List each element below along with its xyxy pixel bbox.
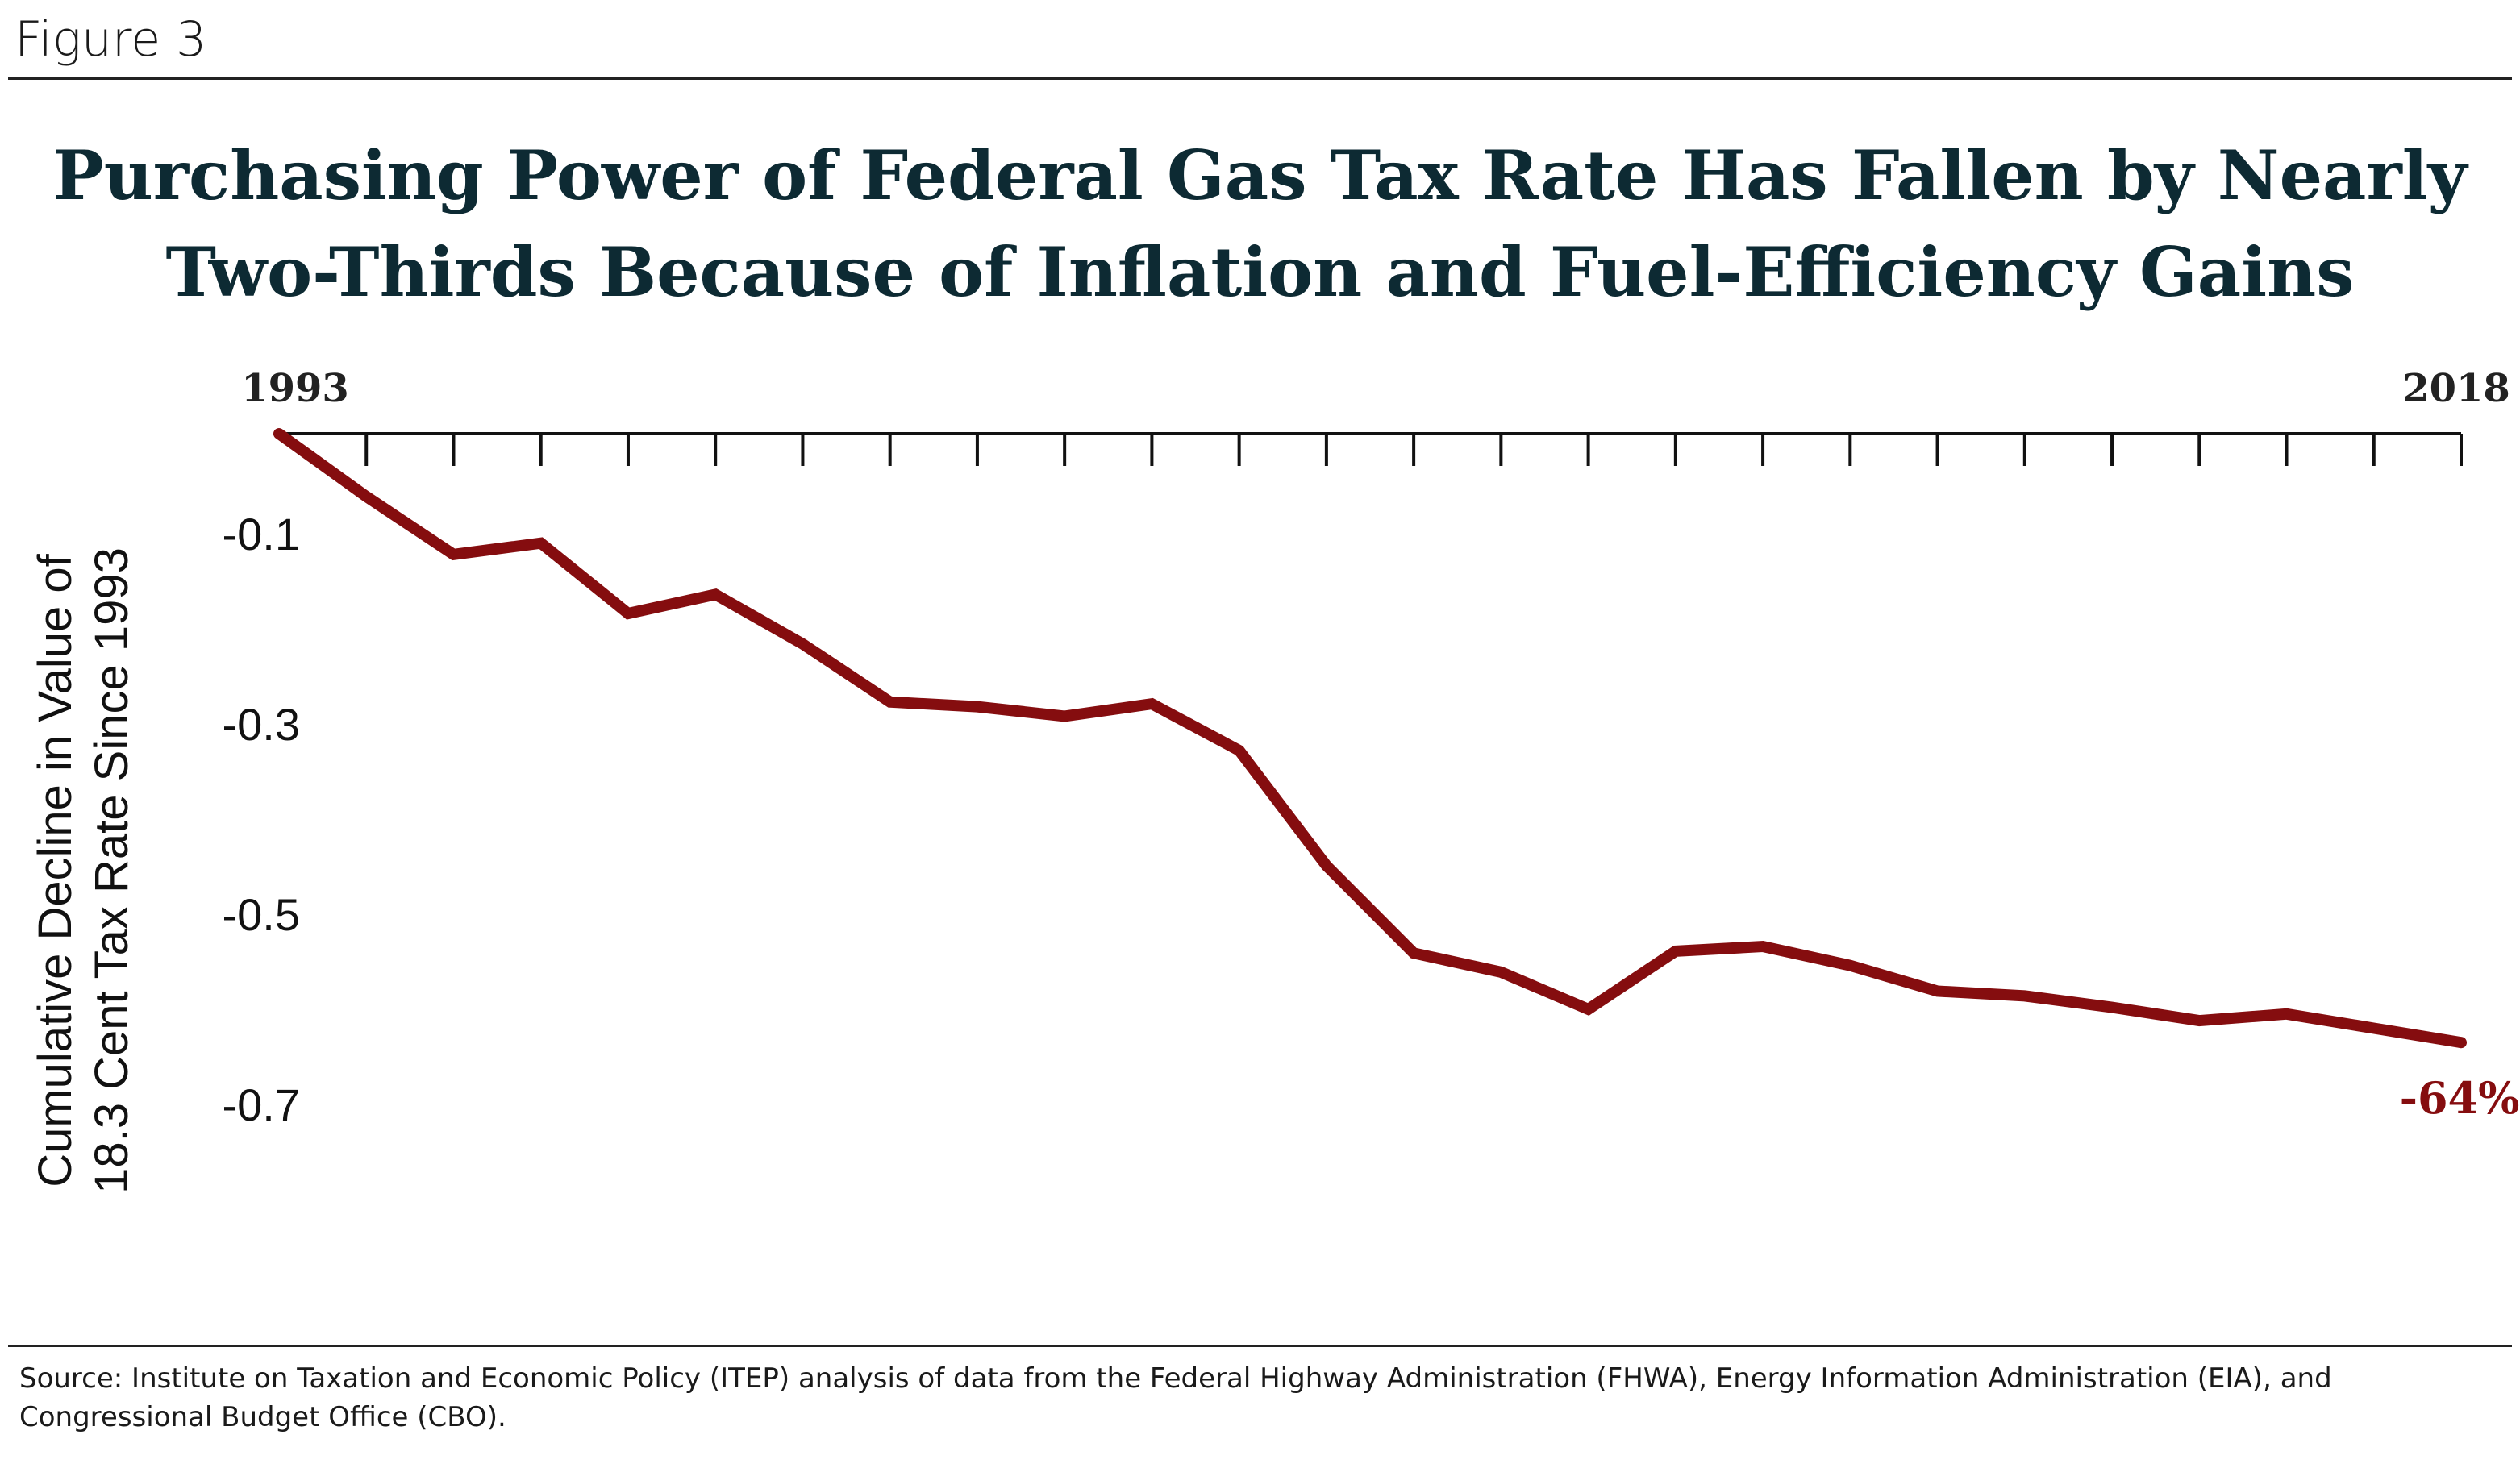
y-tick-label: -0.1 — [223, 509, 301, 559]
y-axis-label-line: 18.3 Cent Tax Rate Since 1993 — [85, 547, 138, 1194]
x-tick-label: 1993 — [241, 366, 349, 411]
annotations: -64% — [2400, 1072, 2520, 1124]
series-path — [273, 428, 2467, 1049]
chart-title-line: Purchasing Power of Federal Gas Tax Rate… — [52, 135, 2468, 215]
figure-label: Figure 3 — [15, 11, 207, 68]
end-value-label: -64% — [2400, 1072, 2520, 1124]
y-tick-label: -0.7 — [223, 1079, 301, 1130]
x-axis: 1993 2018 — [241, 366, 2510, 466]
bottom-divider — [8, 1345, 2512, 1347]
y-tick-label: -0.5 — [223, 889, 301, 940]
y-axis-label-line: Cumulative Decline in Value of — [29, 553, 81, 1187]
x-tick-label: 2018 — [2402, 366, 2510, 411]
y-tick-label: -0.3 — [223, 699, 301, 750]
chart-title: Purchasing Power of Federal Gas Tax Rate… — [0, 127, 2520, 321]
chart-title-line: Two-Thirds Because of Inflation and Fuel… — [165, 232, 2355, 312]
y-axis-label: Cumulative Decline in Value of 18.3 Cent… — [29, 547, 138, 1194]
y-axis: -0.1 -0.3 -0.5 -0.7 — [223, 509, 301, 1130]
source-note: Source: Institute on Taxation and Econom… — [19, 1362, 2332, 1433]
top-divider — [8, 77, 2512, 80]
series-line — [273, 428, 2467, 1049]
